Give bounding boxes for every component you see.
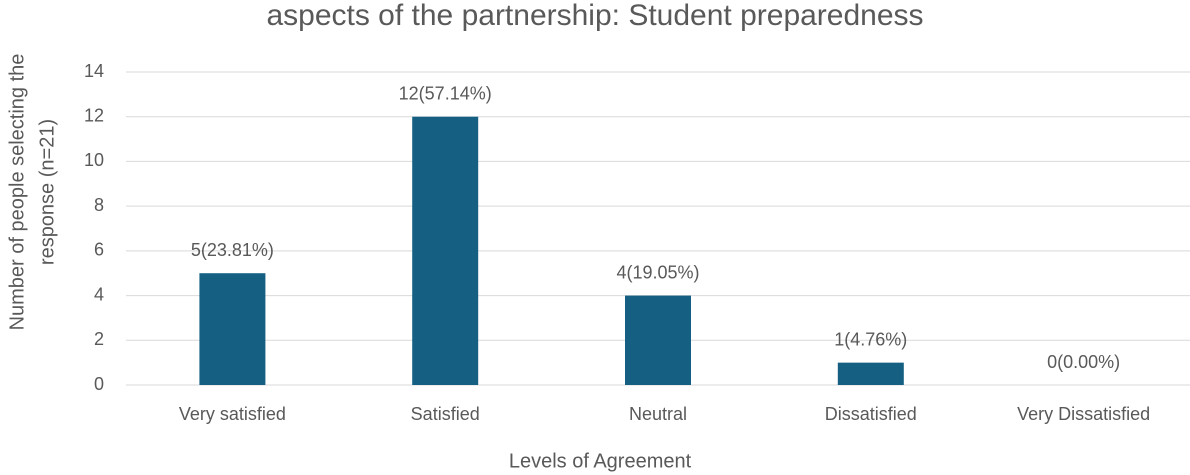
x-tick-label: Neutral xyxy=(629,404,687,424)
x-axis-title: Levels of Agreement xyxy=(509,450,692,472)
x-tick-label: Satisfied xyxy=(411,404,480,424)
x-tick-label: Dissatisfied xyxy=(825,404,917,424)
data-label: 0(0.00%) xyxy=(1047,352,1120,372)
bar xyxy=(837,362,904,385)
y-tick-label: 4 xyxy=(94,284,104,304)
bar xyxy=(199,273,266,385)
y-tick-label: 2 xyxy=(94,329,104,349)
y-tick-label: 14 xyxy=(84,61,104,81)
data-label: 4(19.05%) xyxy=(616,262,699,282)
bar xyxy=(625,295,691,385)
y-tick-label: 12 xyxy=(84,105,104,125)
y-tick-label: 8 xyxy=(94,195,104,215)
y-axis-title: Number of people selecting the xyxy=(6,54,28,331)
x-tick-label: Very satisfied xyxy=(179,404,286,424)
data-label: 12(57.14%) xyxy=(399,83,492,103)
x-tick-label: Very Dissatisfied xyxy=(1017,404,1150,424)
data-label: 1(4.76%) xyxy=(834,329,907,349)
chart-title: aspects of the partnership: Student prep… xyxy=(266,0,923,32)
bar xyxy=(412,116,479,385)
y-tick-label: 6 xyxy=(94,240,104,260)
y-tick-label: 0 xyxy=(94,374,104,394)
data-label: 5(23.81%) xyxy=(191,240,274,260)
y-tick-label: 10 xyxy=(84,150,104,170)
y-axis-title: response (n=21) xyxy=(36,119,58,265)
